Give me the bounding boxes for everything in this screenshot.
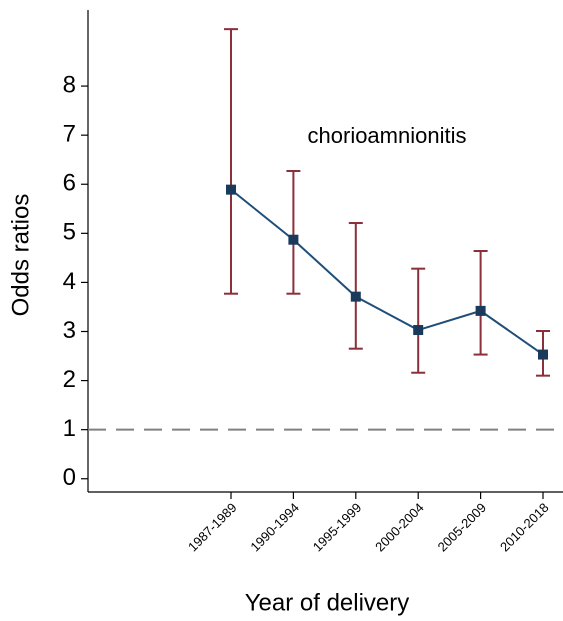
y-tick-label: 3 <box>63 317 76 344</box>
y-tick-label: 5 <box>63 219 76 246</box>
y-tick-label: 7 <box>63 121 76 148</box>
point <box>288 234 299 245</box>
y-axis-label: Odds ratios <box>7 194 34 317</box>
point <box>538 349 548 360</box>
x-tick-label: 2005-2009 <box>435 500 490 555</box>
x-tick-label: 1987-1989 <box>185 500 240 555</box>
x-axis-label: Year of delivery <box>245 589 410 616</box>
x-tick-label: 1995-1999 <box>310 500 365 555</box>
line <box>230 188 544 356</box>
y-tick-label: 0 <box>63 464 76 491</box>
y-tick-label: 4 <box>63 268 76 295</box>
x-tick-label: 1990-1994 <box>247 500 302 555</box>
y-tick-label: 6 <box>63 170 76 197</box>
annotation: chorioamnionitis <box>308 123 467 148</box>
y-tick-label: 1 <box>63 415 76 442</box>
x-tick-label: 2010-2018 <box>497 500 552 555</box>
point <box>226 184 236 195</box>
point <box>413 325 424 336</box>
point <box>475 305 486 316</box>
y-tick-label: 8 <box>63 71 76 98</box>
y-tick-label: 2 <box>63 366 76 393</box>
x-tick-label: 2000-2004 <box>372 500 427 555</box>
point <box>350 291 361 302</box>
